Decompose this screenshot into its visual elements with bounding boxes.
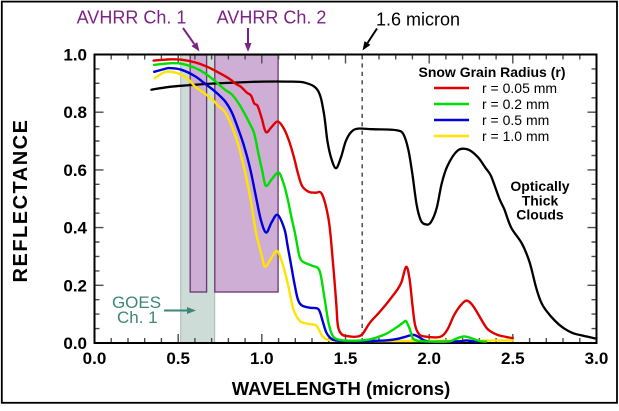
svg-text:3.0: 3.0: [585, 349, 609, 368]
svg-text:GOES: GOES: [112, 293, 161, 312]
svg-text:r = 0.2 mm: r = 0.2 mm: [482, 96, 549, 112]
svg-text:r = 1.0 mm: r = 1.0 mm: [482, 128, 549, 144]
svg-text:1.5: 1.5: [334, 349, 358, 368]
svg-text:2.0: 2.0: [417, 349, 441, 368]
svg-text:r = 0.05 mm: r = 0.05 mm: [482, 80, 557, 96]
svg-text:0.0: 0.0: [63, 334, 87, 353]
svg-text:0.8: 0.8: [63, 103, 87, 122]
svg-text:Ch. 1: Ch. 1: [117, 308, 158, 327]
svg-text:1.6 micron: 1.6 micron: [376, 10, 460, 30]
svg-text:Snow Grain Radius (r): Snow Grain Radius (r): [418, 64, 565, 80]
svg-text:2.5: 2.5: [501, 349, 525, 368]
svg-text:AVHRR Ch. 1: AVHRR Ch. 1: [77, 8, 187, 28]
svg-text:Optically: Optically: [510, 178, 569, 194]
svg-text:AVHRR Ch. 2: AVHRR Ch. 2: [217, 8, 327, 28]
svg-text:Clouds: Clouds: [516, 207, 564, 223]
svg-text:0.2: 0.2: [63, 276, 87, 295]
svg-text:1.0: 1.0: [63, 46, 87, 65]
svg-text:Thick: Thick: [522, 192, 559, 208]
svg-text:WAVELENGTH (microns): WAVELENGTH (microns): [232, 378, 451, 399]
svg-text:0.0: 0.0: [83, 349, 107, 368]
svg-text:r = 0.5 mm: r = 0.5 mm: [482, 112, 549, 128]
svg-text:0.4: 0.4: [63, 219, 87, 238]
svg-text:0.6: 0.6: [63, 161, 87, 180]
svg-text:0.5: 0.5: [166, 349, 190, 368]
svg-text:1.0: 1.0: [250, 349, 274, 368]
svg-text:REFLECTANCE: REFLECTANCE: [10, 119, 32, 283]
